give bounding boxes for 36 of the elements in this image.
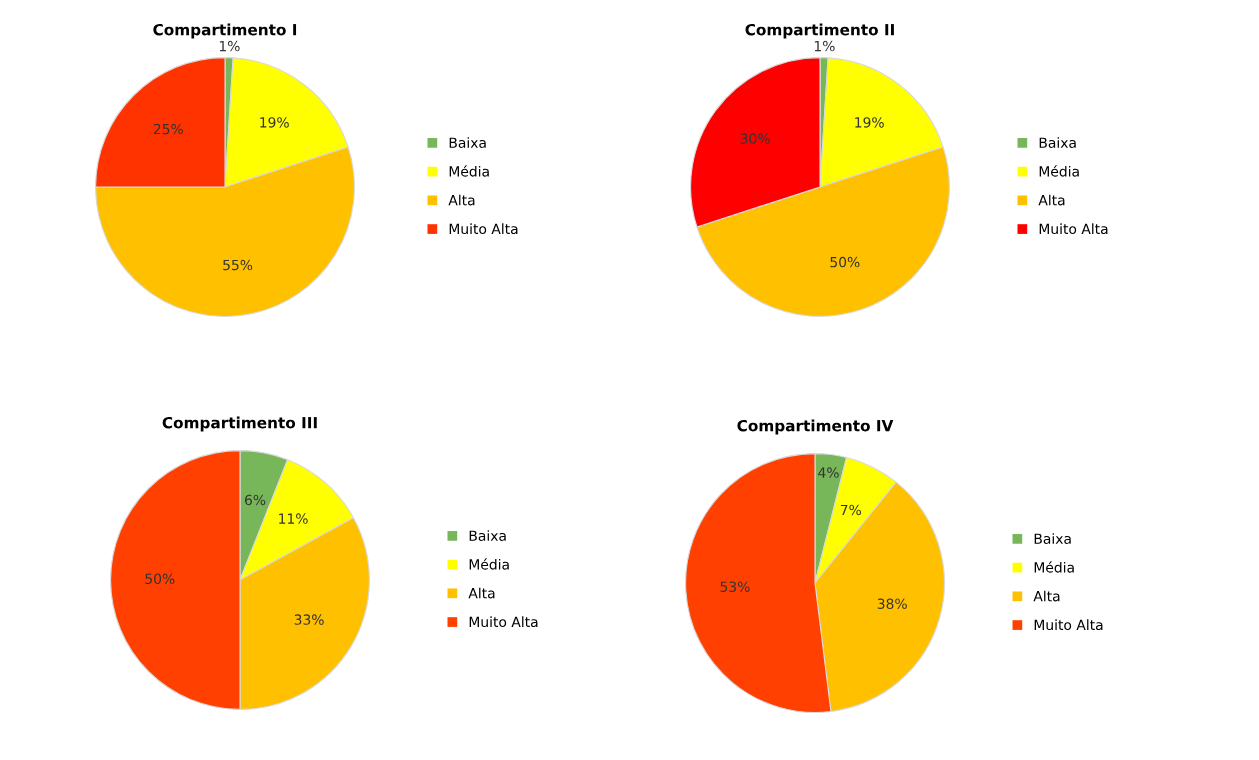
- data-label: 50%: [830, 256, 860, 268]
- data-label: 19%: [260, 117, 289, 128]
- legend-label: Alta: [448, 194, 475, 206]
- data-label: 1%: [219, 40, 240, 52]
- legend-label: Baixa: [1039, 137, 1076, 148]
- legend-label: Alta: [1033, 590, 1060, 602]
- legend-label: Média: [1039, 165, 1079, 177]
- data-label: 33%: [294, 614, 324, 625]
- chart-title: Compartimento II: [745, 23, 894, 39]
- legend-label: Muito Alta: [469, 616, 538, 628]
- legend-label: Média: [1034, 561, 1074, 573]
- data-label: 19%: [855, 117, 884, 128]
- data-label: 4%: [818, 467, 839, 478]
- legend-label: Média: [469, 558, 509, 570]
- data-label: 30%: [740, 133, 770, 144]
- data-label: 53%: [720, 581, 750, 592]
- legend-label: Alta: [468, 587, 495, 599]
- data-label: 25%: [153, 123, 183, 135]
- data-label: 55%: [223, 259, 253, 271]
- data-label: 1%: [814, 40, 835, 52]
- chart-title: Compartimento III: [162, 416, 317, 432]
- data-label: 11%: [279, 513, 308, 524]
- legend-label: Baixa: [449, 137, 486, 148]
- data-label: 38%: [877, 598, 907, 609]
- legend-label: Muito Alta: [1039, 223, 1108, 235]
- data-label: 6%: [244, 494, 266, 506]
- data-label: 50%: [145, 573, 175, 585]
- legend-label: Média: [449, 165, 489, 177]
- chart-title: Compartimento IV: [737, 419, 894, 435]
- legend-label: Baixa: [469, 530, 506, 541]
- legend-label: Baixa: [1034, 533, 1071, 544]
- chart-title: Compartimento I: [153, 23, 297, 39]
- legend-label: Alta: [1038, 194, 1065, 206]
- legend-label: Muito Alta: [1034, 619, 1103, 631]
- legend-label: Muito Alta: [449, 223, 518, 235]
- data-label: 7%: [840, 504, 862, 516]
